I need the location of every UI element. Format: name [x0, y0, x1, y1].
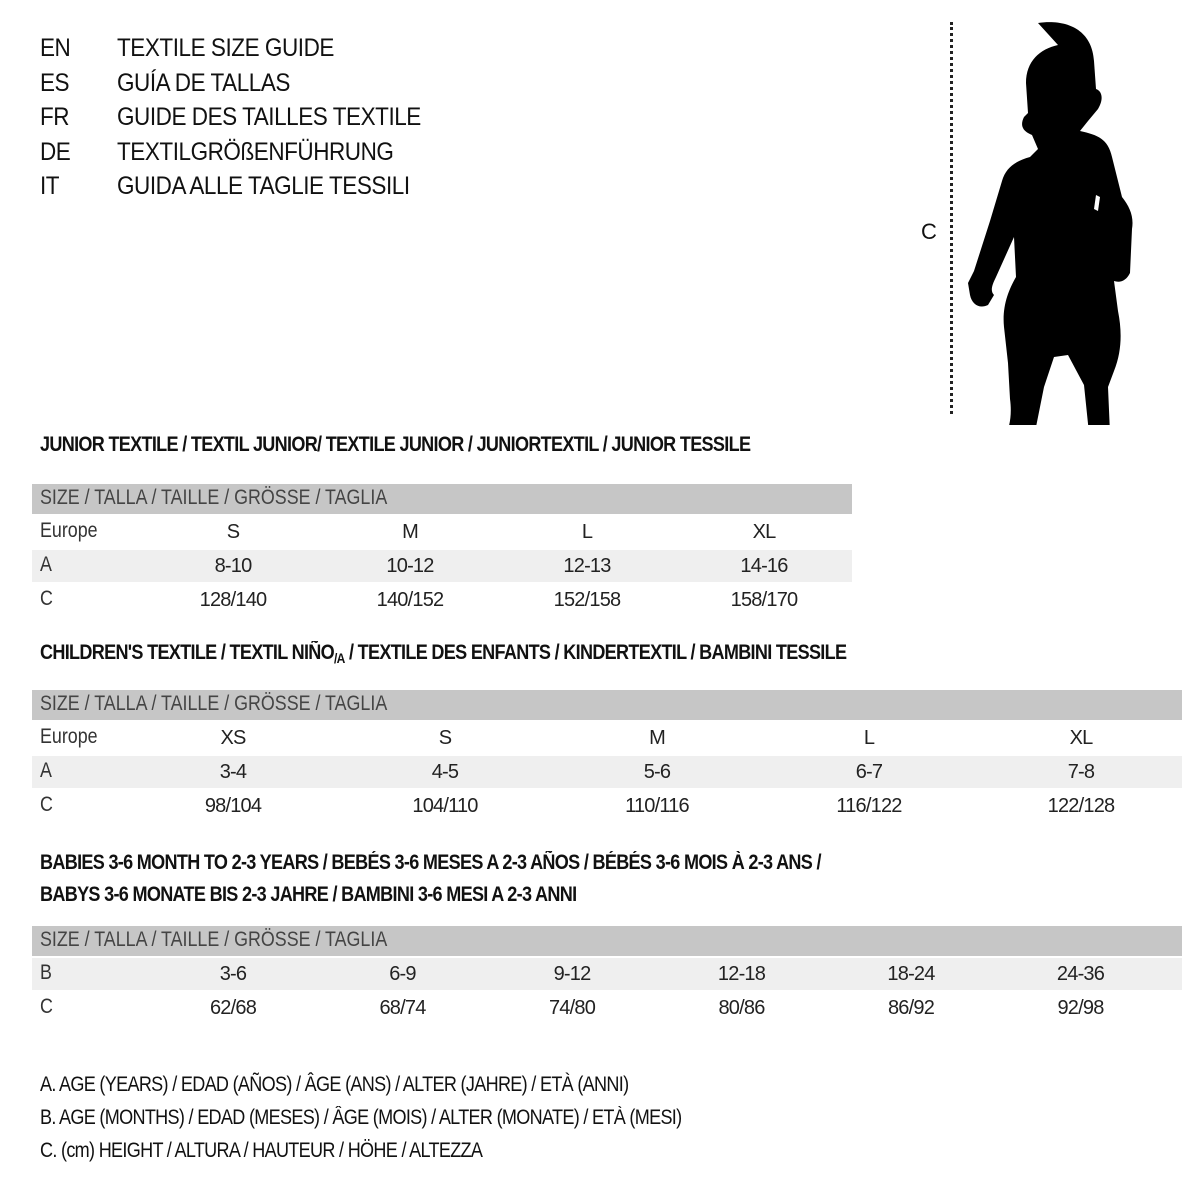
table-cell: 5-6	[643, 761, 671, 783]
table-cell: S	[438, 727, 452, 749]
table-header-row: SIZE / TALLA / TAILLE / GRÖSSE / TAGLIA	[32, 690, 1182, 720]
children-heading-text: CHILDREN'S TEXTILE / TEXTIL NIÑO	[40, 641, 335, 664]
lang-title: TEXTILE SIZE GUIDE	[117, 34, 334, 62]
table-row: A 8-10 10-12 12-13 14-16	[32, 550, 852, 582]
legend-c: C. (cm) HEIGHT / ALTURA / HAUTEUR / HÖHE…	[40, 1139, 483, 1162]
table-cell: 18-24	[887, 963, 935, 985]
header-label: SIZE / TALLA / TAILLE / GRÖSSE / TAGLIA	[40, 692, 388, 715]
babies-heading-line2: BABYS 3-6 MONATE BIS 2-3 JAHRE / BAMBINI…	[40, 883, 577, 906]
lang-title: GUIDA ALLE TAGLIE TESSILI	[117, 172, 410, 200]
legend-a: A. AGE (YEARS) / EDAD (AÑOS) / ÂGE (ANS)…	[40, 1073, 629, 1096]
table-cell: 152/158	[553, 589, 622, 611]
table-cell: XS	[220, 727, 246, 749]
row-label: B	[40, 961, 52, 984]
row-label: Europe	[40, 519, 98, 542]
table-cell: XL	[1069, 727, 1094, 749]
table-row: C 128/140 140/152 152/158 158/170	[32, 584, 852, 616]
table-cell: L	[581, 521, 593, 543]
row-label: Europe	[40, 725, 98, 748]
row-label: A	[40, 553, 52, 576]
table-cell: 68/74	[379, 997, 426, 1019]
table-cell: 86/92	[887, 997, 935, 1019]
table-cell: 80/86	[718, 997, 765, 1019]
table-row: C 98/104 104/110 110/116 116/122 122/128	[32, 790, 1182, 822]
children-size-table: SIZE / TALLA / TAILLE / GRÖSSE / TAGLIA E…	[32, 690, 1182, 822]
table-cell: M	[402, 521, 419, 543]
lang-code: IT	[40, 172, 60, 200]
table-cell: XL	[752, 521, 777, 543]
header-label: SIZE / TALLA / TAILLE / GRÖSSE / TAGLIA	[40, 928, 388, 951]
child-silhouette-icon	[968, 22, 1133, 425]
measure-line	[950, 22, 953, 414]
table-cell: 6-9	[389, 963, 416, 985]
table-cell: 10-12	[386, 555, 434, 577]
table-cell: 158/170	[730, 589, 799, 611]
babies-heading-line1: BABIES 3-6 MONTH TO 2-3 YEARS / BEBÉS 3-…	[40, 851, 821, 874]
table-cell: 8-10	[214, 555, 253, 577]
table-cell: 6-7	[855, 761, 883, 783]
table-row: A 3-4 4-5 5-6 6-7 7-8	[32, 756, 1182, 788]
children-heading: CHILDREN'S TEXTILE / TEXTIL NIÑO/A / TEX…	[40, 641, 847, 666]
legend-b: B. AGE (MONTHS) / EDAD (MESES) / ÂGE (MO…	[40, 1106, 682, 1129]
table-cell: 3-6	[219, 963, 247, 985]
row-label: C	[40, 587, 53, 610]
lang-code: FR	[40, 103, 70, 131]
table-cell: 128/140	[199, 589, 268, 611]
table-cell: 140/152	[376, 589, 445, 611]
table-cell: 116/122	[836, 795, 902, 817]
children-heading-sub: /A	[333, 650, 345, 666]
table-cell: 12-18	[717, 963, 766, 985]
table-cell: L	[863, 727, 875, 749]
table-cell: 3-4	[219, 761, 247, 783]
children-heading-rest: / TEXTILE DES ENFANTS / KINDERTEXTIL / B…	[344, 641, 847, 664]
table-cell: 122/128	[1047, 795, 1116, 817]
table-row: C 62/68 68/74 74/80 80/86 86/92 92/98	[32, 992, 1182, 1024]
junior-size-table: SIZE / TALLA / TAILLE / GRÖSSE / TAGLIA E…	[32, 484, 852, 616]
header-label: SIZE / TALLA / TAILLE / GRÖSSE / TAGLIA	[40, 486, 388, 509]
table-cell: 4-5	[431, 761, 459, 783]
table-cell: 74/80	[548, 997, 596, 1019]
table-cell: 9-12	[553, 963, 592, 985]
table-row: Europe S M L XL	[32, 516, 852, 548]
table-cell: 62/68	[209, 997, 257, 1019]
table-header-row: SIZE / TALLA / TAILLE / GRÖSSE / TAGLIA	[32, 484, 852, 514]
table-cell: 98/104	[204, 795, 262, 817]
table-cell: 92/98	[1057, 997, 1104, 1019]
junior-heading: JUNIOR TEXTILE / TEXTIL JUNIOR/ TEXTILE …	[40, 433, 751, 456]
lang-code: DE	[40, 137, 71, 166]
table-row: B 3-6 6-9 9-12 12-18 18-24 24-36	[32, 958, 1182, 990]
table-row: Europe XS S M L XL	[32, 722, 1182, 754]
measure-label: C	[921, 219, 937, 244]
row-label: C	[40, 995, 53, 1018]
table-cell: 12-13	[563, 555, 611, 577]
table-cell: 104/110	[412, 795, 478, 817]
lang-title: TEXTILGRÖßENFÜHRUNG	[117, 137, 394, 166]
table-cell: M	[649, 727, 666, 749]
table-cell: 110/116	[625, 795, 690, 817]
table-cell: 7-8	[1067, 761, 1095, 783]
table-cell: 14-16	[740, 555, 788, 577]
lang-title: GUÍA DE TALLAS	[117, 68, 290, 97]
lang-code: EN	[40, 34, 71, 62]
lang-title: GUIDE DES TAILLES TEXTILE	[117, 103, 421, 131]
babies-size-table: SIZE / TALLA / TAILLE / GRÖSSE / TAGLIA B…	[32, 926, 1182, 1024]
table-cell: 24-36	[1056, 963, 1105, 985]
table-cell: S	[226, 521, 240, 543]
row-label: A	[40, 759, 52, 782]
table-header-row: SIZE / TALLA / TAILLE / GRÖSSE / TAGLIA	[32, 926, 1182, 956]
lang-code: ES	[40, 68, 70, 97]
row-label: C	[40, 793, 53, 816]
